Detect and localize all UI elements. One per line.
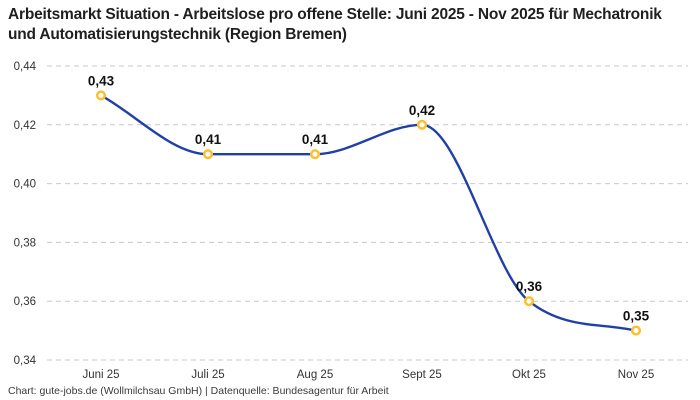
data-point-label: 0,36 [516, 279, 543, 294]
data-point-label: 0,35 [623, 309, 650, 324]
data-point-label: 0,41 [195, 132, 222, 147]
data-point-label: 0,41 [302, 132, 329, 147]
x-axis-tick-label: Juni 25 [82, 369, 119, 381]
data-point-label: 0,42 [409, 103, 435, 118]
data-point-label: 0,43 [88, 73, 115, 88]
x-axis-tick-label: Nov 25 [618, 369, 654, 381]
y-axis-tick-label: 0,36 [14, 296, 36, 308]
data-point-marker [630, 325, 642, 336]
x-axis-tick-label: Aug 25 [297, 369, 333, 381]
y-axis-tick-label: 0,44 [14, 61, 37, 73]
y-axis-tick-label: 0,34 [14, 355, 37, 367]
x-axis-tick-label: Sept 25 [402, 369, 442, 381]
data-point-marker [309, 149, 321, 160]
chart-credit: Chart: gute-jobs.de (Wollmilchsau GmbH) … [8, 385, 389, 397]
y-axis-tick-label: 0,42 [14, 120, 36, 132]
data-point-marker [416, 119, 428, 130]
data-point-marker [95, 90, 107, 101]
x-axis-tick-label: Juli 25 [191, 369, 224, 381]
data-line [100, 94, 637, 332]
line-chart: 0,44 0,42 0,40 0,38 0,36 0,34 Juni 25 Juli 25 Au… [14, 61, 688, 381]
chart-title: Arbeitsmarkt Situation - Arbeitslose pro… [8, 6, 662, 44]
data-point-marker [202, 149, 214, 160]
data-point-marker [523, 296, 535, 307]
y-axis-tick-label: 0,40 [14, 179, 36, 191]
y-axis-tick-label: 0,38 [14, 237, 36, 249]
x-axis-tick-label: Okt 25 [512, 369, 546, 381]
